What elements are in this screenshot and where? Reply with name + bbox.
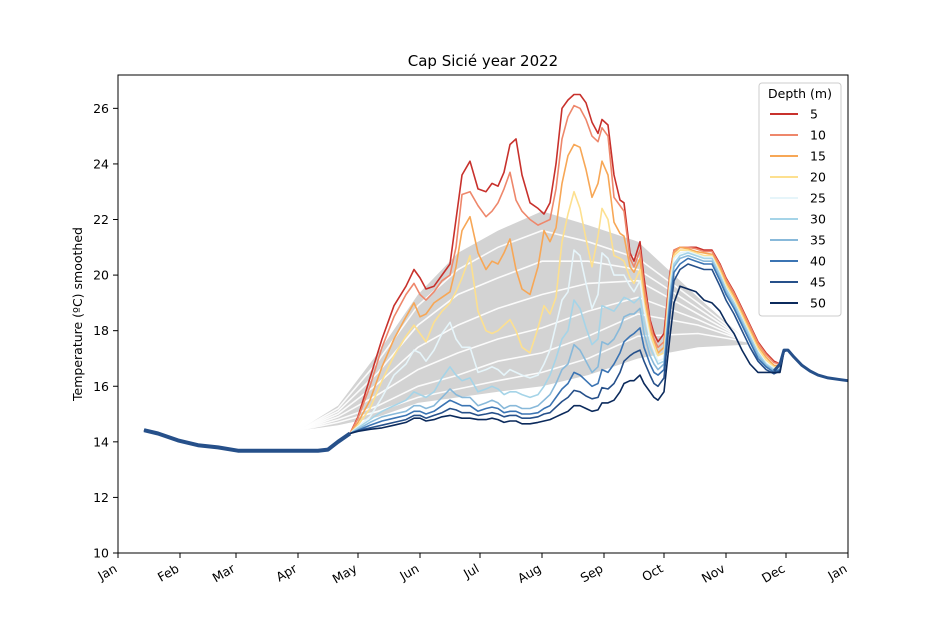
legend-box: [758, 82, 842, 317]
y-tick-label: 20: [93, 268, 109, 283]
x-tick-label: Jan: [94, 561, 119, 584]
series-line-40m: [143, 257, 849, 452]
legend-label-10m: 10: [810, 128, 826, 143]
series-line-10m: [143, 104, 849, 452]
series-line-50m: [143, 285, 849, 452]
x-tick-label: Jul: [460, 561, 481, 582]
legend: Depth (m) 5 10 15 20 25 30 35 40 45 50: [758, 82, 842, 317]
y-tick-label: 22: [93, 212, 109, 227]
y-axis: 10 12 14 16 18 20 22 24 26: [93, 101, 118, 561]
legend-title: Depth (m): [768, 86, 832, 101]
y-tick-label: 18: [93, 323, 109, 338]
y-tick-label: 14: [93, 434, 109, 449]
x-tick-label: May: [330, 560, 360, 586]
x-tick-label: Aug: [515, 561, 544, 586]
legend-label-20m: 20: [810, 170, 826, 185]
x-tick-label: Dec: [759, 561, 788, 586]
climatology-line-1: [297, 229, 749, 432]
y-tick-label: 16: [93, 379, 109, 394]
series-line-45m: [143, 263, 849, 452]
series-line-35m: [143, 254, 849, 452]
series-line-30m: [143, 252, 849, 452]
legend-label-15m: 15: [810, 149, 826, 164]
x-tick-label: Oct: [639, 561, 665, 585]
legend-items: 5 10 15 20 25 30 35 40 45 50: [770, 107, 826, 311]
x-axis: Jan Feb Mar Apr May Jun Jul Aug Sep Oct Nov Dec Jan: [94, 553, 850, 587]
legend-label-45m: 45: [810, 275, 826, 290]
plot-frame: [117, 74, 849, 554]
x-tick-label: Feb: [155, 561, 182, 585]
legend-label-25m: 25: [810, 191, 826, 206]
y-tick-label: 24: [93, 156, 109, 171]
plot-area: [143, 93, 849, 453]
y-axis-label: Temperature (ºC) smoothed: [70, 227, 85, 402]
x-tick-label: Apr: [273, 560, 300, 584]
legend-label-40m: 40: [810, 254, 826, 269]
x-tick-label: Jan: [824, 561, 849, 584]
y-tick-label: 10: [93, 546, 109, 561]
x-tick-label: Jun: [396, 561, 421, 584]
series-overlap-december: [772, 348, 849, 383]
climatology-band: [298, 211, 748, 431]
y-tick-label: 12: [93, 490, 109, 505]
legend-label-50m: 50: [810, 296, 826, 311]
x-tick-label: Sep: [578, 561, 606, 586]
legend-label-35m: 35: [810, 233, 826, 248]
series-line-20m: [143, 190, 849, 452]
series-line-15m: [143, 143, 849, 452]
chart-title: Cap Sicié year 2022: [408, 52, 558, 70]
legend-label-5m: 5: [810, 107, 818, 122]
x-tick-label: Nov: [699, 560, 728, 585]
climatology-line-2: [297, 260, 749, 432]
y-tick-label: 26: [93, 101, 109, 116]
legend-label-30m: 30: [810, 212, 826, 227]
series-overlap-winter: [143, 428, 352, 453]
x-tick-label: Mar: [210, 560, 239, 585]
